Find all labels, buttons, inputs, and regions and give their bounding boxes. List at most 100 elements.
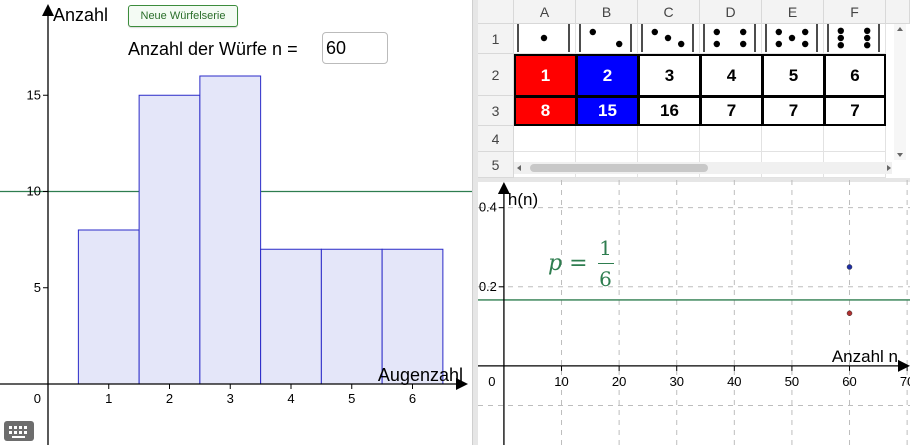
cell-value: 3 <box>664 65 675 85</box>
die-pip <box>864 27 871 34</box>
die-face-icon <box>517 24 570 52</box>
column-header-extra[interactable] <box>886 0 910 24</box>
die-pip <box>802 40 809 48</box>
cell-value: 7 <box>726 101 737 120</box>
graph-separator <box>478 178 910 182</box>
cell-a2[interactable]: 1 <box>514 54 577 97</box>
row-header-3[interactable]: 3 <box>478 96 514 126</box>
cell-f4[interactable] <box>824 126 886 152</box>
y-tick-label: 5 <box>34 280 41 295</box>
cell-d4[interactable] <box>700 126 762 152</box>
y-axis-arrow <box>497 182 510 194</box>
dice-cell-e[interactable] <box>762 24 824 54</box>
formula-numerator: 1 <box>599 236 612 260</box>
origin-label: 0 <box>34 391 41 406</box>
dice-cell-d[interactable] <box>700 24 762 54</box>
x-axis-label: Augenzahl <box>378 365 463 385</box>
probability-formula: p = 1 6 <box>548 236 614 291</box>
sheet-corner[interactable] <box>478 0 514 24</box>
panel-divider[interactable] <box>472 0 478 445</box>
histogram-bar <box>320 248 383 385</box>
cell-b3[interactable]: 15 <box>576 96 639 126</box>
row-header-1[interactable]: 1 <box>478 24 514 54</box>
keyboard-icon[interactable] <box>4 421 34 441</box>
x-tick-label: 4 <box>287 391 294 406</box>
throws-count-input[interactable]: 60 <box>322 32 388 64</box>
dice-cell-f[interactable] <box>824 24 886 54</box>
y-axis-label: h(n) <box>508 190 538 209</box>
dice-cell-a[interactable] <box>514 24 576 54</box>
die-face-icon <box>765 24 818 52</box>
cell-b2[interactable]: 2 <box>576 54 639 97</box>
cell-value: 16 <box>660 101 679 120</box>
die-face-icon <box>641 24 694 52</box>
frequency-scatter-chart: 0 10 20 30 40 50 60 70 0.2 0.4 h(n) Anzahl n <box>478 180 910 445</box>
cell-f3[interactable]: 7 <box>824 96 886 126</box>
y-axis-arrow <box>42 4 54 16</box>
cell-value: 2 <box>602 65 613 85</box>
die-pip <box>788 34 796 42</box>
die-face-icon <box>703 24 756 52</box>
die-face-icon <box>827 24 880 52</box>
cell-value: 5 <box>788 65 799 85</box>
x-tick-label: 60 <box>842 374 856 389</box>
cell-value: 6 <box>850 65 860 85</box>
column-header-f[interactable]: F <box>824 0 886 24</box>
column-header-b[interactable]: B <box>576 0 638 24</box>
cell-a3[interactable]: 8 <box>514 96 577 126</box>
x-axis-label: Anzahl n <box>832 347 898 366</box>
scroll-arrows <box>897 27 903 157</box>
relative-frequency-graph[interactable]: 0 10 20 30 40 50 60 70 0.2 0.4 h(n) Anzahl n <box>478 180 910 445</box>
histogram-bar <box>138 94 201 385</box>
new-dice-series-button[interactable]: Neue Würfelserie <box>128 5 238 27</box>
y-tick-label: 0.2 <box>479 279 497 294</box>
cell-b4[interactable] <box>576 126 638 152</box>
die-pip <box>775 40 782 48</box>
cell-c3[interactable]: 16 <box>638 96 701 126</box>
histogram-bar <box>77 229 140 385</box>
x-tick-label: 50 <box>785 374 799 389</box>
x-tick-label: 3 <box>227 391 234 406</box>
die-face-icon <box>579 24 632 52</box>
dice-cell-b[interactable] <box>576 24 638 54</box>
column-header-d[interactable]: D <box>700 0 762 24</box>
x-tick-label: 1 <box>105 391 112 406</box>
cell-d3[interactable]: 7 <box>700 96 763 126</box>
spreadsheet[interactable]: A B C D E F 1 2 3 4 5 1 2 3 4 5 6 8 15 16 7 7 7 <box>478 0 910 180</box>
row-header-4[interactable]: 4 <box>478 126 514 152</box>
x-tick-label: 6 <box>409 391 416 406</box>
x-tick-label: 10 <box>554 374 568 389</box>
die-pip <box>713 28 720 36</box>
die-pip <box>864 42 871 49</box>
cell-c4[interactable] <box>638 126 700 152</box>
die-pip <box>740 28 747 36</box>
column-header-c[interactable]: C <box>638 0 700 24</box>
die-pip <box>589 28 596 36</box>
cell-c2[interactable]: 3 <box>638 54 701 97</box>
cell-value: 7 <box>788 101 799 120</box>
cell-d2[interactable]: 4 <box>700 54 763 97</box>
formula-denominator: 6 <box>599 267 612 291</box>
horizontal-scrollbar-thumb[interactable] <box>530 164 708 172</box>
cell-value: 4 <box>726 65 737 85</box>
x-tick-label: 20 <box>612 374 626 389</box>
y-tick-label: 0.4 <box>479 200 497 215</box>
x-tick-label: 30 <box>669 374 683 389</box>
cell-e4[interactable] <box>762 126 824 152</box>
cell-e3[interactable]: 7 <box>762 96 825 126</box>
dice-cell-c[interactable] <box>638 24 700 54</box>
y-axis-label: Anzahl <box>53 5 108 25</box>
die-pip <box>664 34 672 42</box>
column-header-e[interactable]: E <box>762 0 824 24</box>
data-point <box>846 310 853 317</box>
cell-value: 15 <box>598 101 617 120</box>
vertical-scrollbar[interactable] <box>894 24 906 160</box>
column-header-a[interactable]: A <box>514 0 576 24</box>
cell-a4[interactable] <box>514 126 576 152</box>
histogram-panel[interactable]: 1 2 3 4 5 6 5 10 15 0 Anzahl Augenzahl <box>0 0 472 445</box>
cell-f2[interactable]: 6 <box>824 54 886 97</box>
x-tick-label: 0 <box>488 374 495 389</box>
row-header-2[interactable]: 2 <box>478 54 514 96</box>
cell-e2[interactable]: 5 <box>762 54 825 97</box>
row-header-5[interactable]: 5 <box>478 152 514 178</box>
